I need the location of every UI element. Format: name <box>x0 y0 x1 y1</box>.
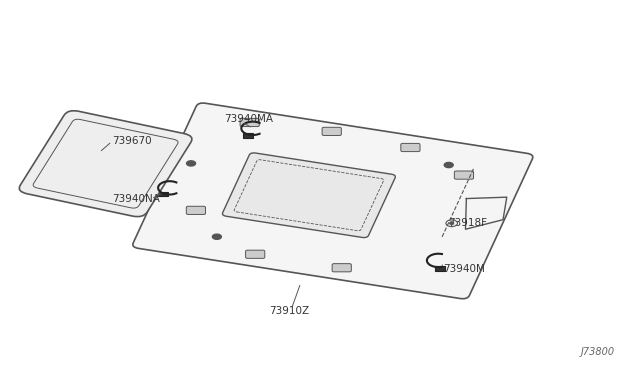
Circle shape <box>444 163 453 168</box>
FancyBboxPatch shape <box>19 111 192 217</box>
Bar <box>435 266 445 271</box>
Text: 73940M: 73940M <box>444 264 485 273</box>
Bar <box>158 192 168 196</box>
FancyBboxPatch shape <box>223 153 396 238</box>
Circle shape <box>187 161 196 166</box>
Text: 73918F: 73918F <box>448 218 487 228</box>
FancyBboxPatch shape <box>246 250 265 259</box>
FancyBboxPatch shape <box>322 127 341 135</box>
FancyBboxPatch shape <box>332 264 351 272</box>
Text: J73800: J73800 <box>580 347 614 357</box>
Circle shape <box>450 222 454 224</box>
Text: 739670: 739670 <box>112 137 152 146</box>
Text: 73940NA: 73940NA <box>112 194 160 204</box>
FancyBboxPatch shape <box>132 103 533 299</box>
Text: 73910Z: 73910Z <box>269 306 309 315</box>
FancyBboxPatch shape <box>401 143 420 151</box>
FancyBboxPatch shape <box>454 171 474 179</box>
FancyBboxPatch shape <box>186 206 205 215</box>
Bar <box>243 133 253 138</box>
FancyBboxPatch shape <box>240 118 259 126</box>
Text: 73940MA: 73940MA <box>224 114 273 124</box>
Circle shape <box>212 234 221 239</box>
